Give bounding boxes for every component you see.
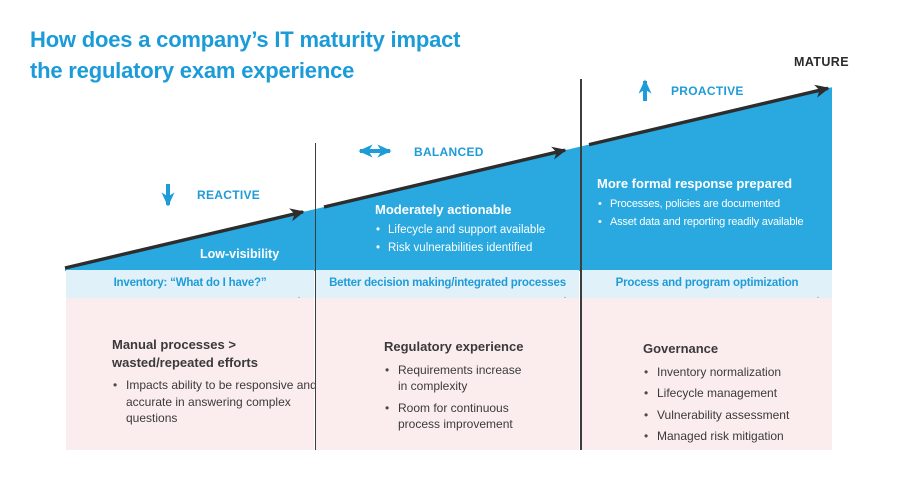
column-divider-1 (314, 143, 316, 450)
bottom-bullets: Impacts ability to be responsive and acc… (112, 377, 324, 427)
trend-arrow-icon (64, 84, 830, 270)
page-title-line2: the regulatory exam experience (30, 58, 355, 83)
blue-zone-bullets-proactive: Processes, policies are documented Asset… (597, 196, 833, 230)
bottom-heading: Governance (643, 341, 719, 356)
bottom-cell-regulatory-experience: Regulatory experience Requirements incre… (316, 298, 579, 450)
band-cell-inventory: Inventory: “What do I have?” (66, 270, 314, 298)
bottom-bullets: Inventory normalization Lifecycle manage… (643, 364, 843, 445)
bottom-cell-governance: Governance Inventory normalization Lifec… (582, 298, 832, 450)
page-title: How does a company’s IT maturity impact … (30, 24, 460, 86)
bullet-item: Requirements increase in complexity (384, 362, 534, 395)
stage-label-balanced: BALANCED (414, 145, 484, 159)
band-label: Better decision making/integrated proces… (329, 277, 566, 289)
blue-zone-balanced: Moderately actionable Lifecycle and supp… (375, 202, 580, 256)
bottom-heading: Regulatory experience (384, 339, 524, 354)
bullet-item: Processes, policies are documented (597, 196, 833, 213)
blue-zone-proactive: More formal response prepared Processes,… (597, 176, 833, 230)
band-label: Process and program optimization (615, 277, 799, 289)
blue-zone-heading-proactive: More formal response prepared (597, 176, 793, 191)
blue-zone-bullets-balanced: Lifecycle and support available Risk vul… (375, 222, 580, 256)
bottom-cell-manual-processes: Manual processes > wasted/repeated effor… (66, 298, 317, 450)
bottom-heading-line2: wasted/repeated efforts (112, 354, 258, 370)
blue-zone-heading-balanced: Moderately actionable (375, 202, 512, 217)
mature-label: MATURE (794, 55, 849, 69)
bottom-bullets: Requirements increase in complexity Room… (384, 362, 534, 433)
bullet-item: Room for continuous process improvement (384, 400, 534, 433)
column-divider-2 (580, 79, 582, 450)
page-title-line1: How does a company’s IT maturity impact (30, 27, 461, 52)
bullet-item: Impacts ability to be responsive and acc… (112, 377, 324, 427)
stage-label-proactive: PROACTIVE (671, 84, 744, 98)
bullet-item: Lifecycle and support available (375, 222, 580, 239)
bullet-item: Risk vulnerabilities identified (375, 240, 580, 257)
blue-zone-heading-reactive: Low-visibility (200, 247, 280, 261)
band-label: Inventory: “What do I have?” (113, 277, 267, 289)
band-cell-decision-making: Better decision making/integrated proces… (316, 270, 579, 298)
stage-label-reactive: REACTIVE (197, 188, 261, 202)
band-cell-optimization: Process and program optimization (582, 270, 832, 298)
bottom-heading: Manual processes > wasted/repeated effor… (112, 336, 312, 371)
bottom-heading-line1: Manual processes > (112, 337, 236, 352)
bullet-item: Inventory normalization (643, 364, 843, 381)
bullet-item: Vulnerability assessment (643, 407, 843, 424)
bullet-item: Managed risk mitigation (643, 428, 843, 445)
bullet-item: Asset data and reporting readily availab… (597, 214, 833, 231)
bullet-item: Lifecycle management (643, 385, 843, 402)
